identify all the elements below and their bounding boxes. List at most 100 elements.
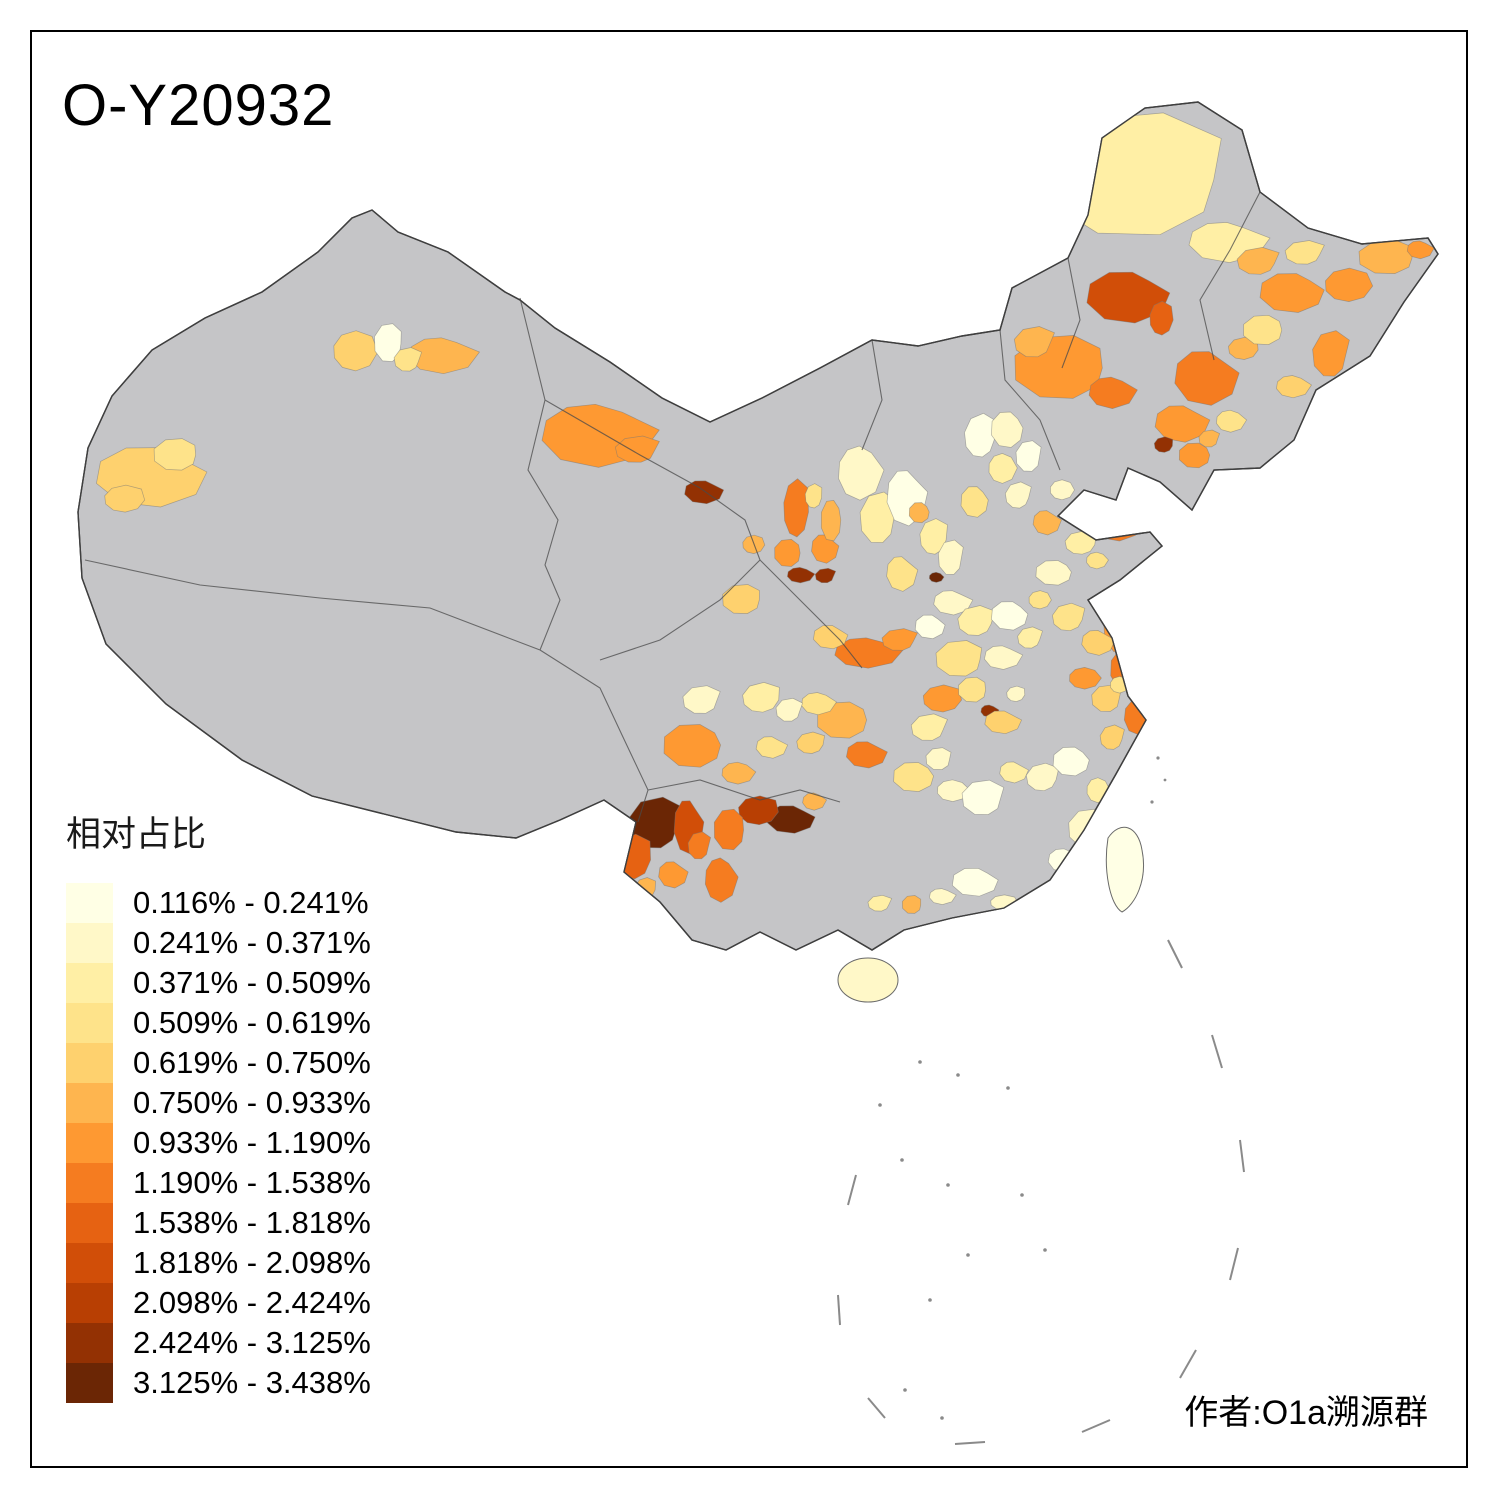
- map-region-patch: [964, 412, 998, 458]
- legend-swatch: [66, 1003, 113, 1043]
- map-region-patch: [961, 779, 1005, 815]
- map-region-patch: [1216, 409, 1248, 433]
- map-region-patch: [658, 861, 689, 889]
- south-china-sea-dashes: [837, 939, 1245, 1445]
- map-region-patch: [801, 692, 837, 716]
- map-region-patch: [721, 761, 757, 785]
- map-region-patch: [804, 483, 823, 509]
- map-region-patch: [958, 676, 986, 703]
- legend-item: 0.371% - 0.509%: [66, 963, 371, 1003]
- legend-label: 1.818% - 2.098%: [133, 1245, 371, 1280]
- map-region-patch: [1047, 848, 1083, 873]
- map-region-patch: [615, 833, 651, 880]
- legend-item: 0.509% - 0.619%: [66, 1003, 371, 1043]
- legend-label: 0.116% - 0.241%: [133, 885, 369, 920]
- legend-item: 1.190% - 1.538%: [66, 1163, 371, 1203]
- legend-item: 0.750% - 0.933%: [66, 1083, 371, 1123]
- map-region-patch: [704, 857, 739, 903]
- map-region-patch: [1126, 747, 1153, 777]
- legend-title: 相对占比: [66, 815, 207, 854]
- map-region-patch: [813, 625, 849, 650]
- map-region-patch: [783, 478, 809, 538]
- legend-label: 2.424% - 3.125%: [133, 1325, 371, 1360]
- map-region-patch: [951, 867, 999, 897]
- map-region-patch: [1052, 746, 1090, 777]
- map-region-patch: [1032, 510, 1062, 536]
- map-region-patch: [1025, 762, 1060, 792]
- map-region-patch: [1236, 247, 1280, 275]
- map-region-patch: [937, 539, 964, 575]
- map-region-patch: [1198, 429, 1221, 448]
- map-region-patch: [1086, 271, 1171, 324]
- legend: 相对占比 0.116% - 0.241% 0.241% - 0.371% 0.371…: [66, 806, 371, 1403]
- legend-swatch: [66, 1363, 113, 1403]
- legend-item: 1.538% - 1.818%: [66, 1203, 371, 1243]
- legend-swatch: [66, 1283, 113, 1323]
- legend-label: 0.750% - 0.933%: [133, 1085, 371, 1120]
- map-region-patch: [1044, 112, 1222, 236]
- map-region-patch: [991, 601, 1029, 631]
- map-region-patch: [901, 895, 922, 914]
- legend-item: 0.619% - 0.750%: [66, 1043, 371, 1083]
- map-region-patch: [1153, 436, 1174, 453]
- hainan-island: [837, 957, 899, 1003]
- map-region-patch: [929, 571, 945, 583]
- legend-label: 0.241% - 0.371%: [133, 925, 371, 960]
- map-region-patch: [914, 614, 946, 640]
- map-region-patch: [755, 736, 789, 759]
- legend-item: 0.241% - 0.371%: [66, 923, 371, 963]
- map-region-patch: [867, 894, 893, 912]
- map-region-patch: [1259, 273, 1325, 313]
- map-region-patch: [393, 347, 423, 372]
- legend-swatch: [66, 923, 113, 963]
- map-region-patch: [1312, 330, 1350, 377]
- map-region-patch: [333, 330, 379, 372]
- legend-item: 0.116% - 0.241%: [66, 883, 371, 923]
- legend-items: 0.116% - 0.241% 0.241% - 0.371% 0.371% - 0…: [66, 883, 371, 1403]
- south-china-sea-islets: [878, 1060, 1047, 1420]
- map-region-patch: [919, 518, 948, 555]
- choropleth-patches: [96, 112, 1435, 914]
- map-region-patch: [796, 731, 825, 754]
- legend-label: 2.098% - 2.424%: [133, 1285, 371, 1320]
- legend-swatch: [66, 1323, 113, 1363]
- map-region-patch: [999, 761, 1029, 784]
- map-region-patch: [910, 713, 948, 741]
- map-region-patch: [984, 645, 1024, 670]
- map-region-patch: [787, 567, 816, 584]
- legend-label: 1.538% - 1.818%: [133, 1205, 371, 1240]
- map-region-patch: [682, 685, 721, 714]
- plot-title: O-Y20932: [62, 73, 335, 138]
- map-region-patch: [775, 697, 804, 722]
- map-region-patch: [742, 682, 780, 713]
- map-region-patch: [1017, 626, 1043, 649]
- map-region-patch: [592, 814, 624, 856]
- map-region-patch: [1069, 667, 1102, 690]
- map-region-patch: [1013, 326, 1055, 358]
- legend-label: 0.619% - 0.750%: [133, 1045, 371, 1080]
- coastal-islets: [1150, 756, 1167, 804]
- map-region-patch: [802, 792, 828, 811]
- legend-swatch: [66, 1203, 113, 1243]
- map-region-patch: [935, 640, 983, 677]
- map-region-patch: [1081, 630, 1116, 656]
- legend-swatch: [66, 1083, 113, 1123]
- map-region-patch: [1406, 240, 1435, 260]
- map-region-patch: [1358, 239, 1413, 274]
- map-region-patch: [925, 747, 952, 770]
- legend-label: 0.371% - 0.509%: [133, 965, 371, 1000]
- map-region-patch: [1015, 440, 1042, 472]
- map-region-patch: [1086, 551, 1109, 570]
- map-region-patch: [722, 584, 760, 614]
- taiwan-island: [1105, 826, 1144, 913]
- map-region-patch: [713, 808, 744, 851]
- map-region-patch: [881, 628, 918, 651]
- map-region-patch: [988, 453, 1018, 484]
- map-region-patch: [1174, 351, 1240, 406]
- map-region-patch: [614, 435, 660, 463]
- map-region-patch: [838, 445, 885, 501]
- legend-item: 0.933% - 1.190%: [66, 1123, 371, 1163]
- legend-swatch: [66, 963, 113, 1003]
